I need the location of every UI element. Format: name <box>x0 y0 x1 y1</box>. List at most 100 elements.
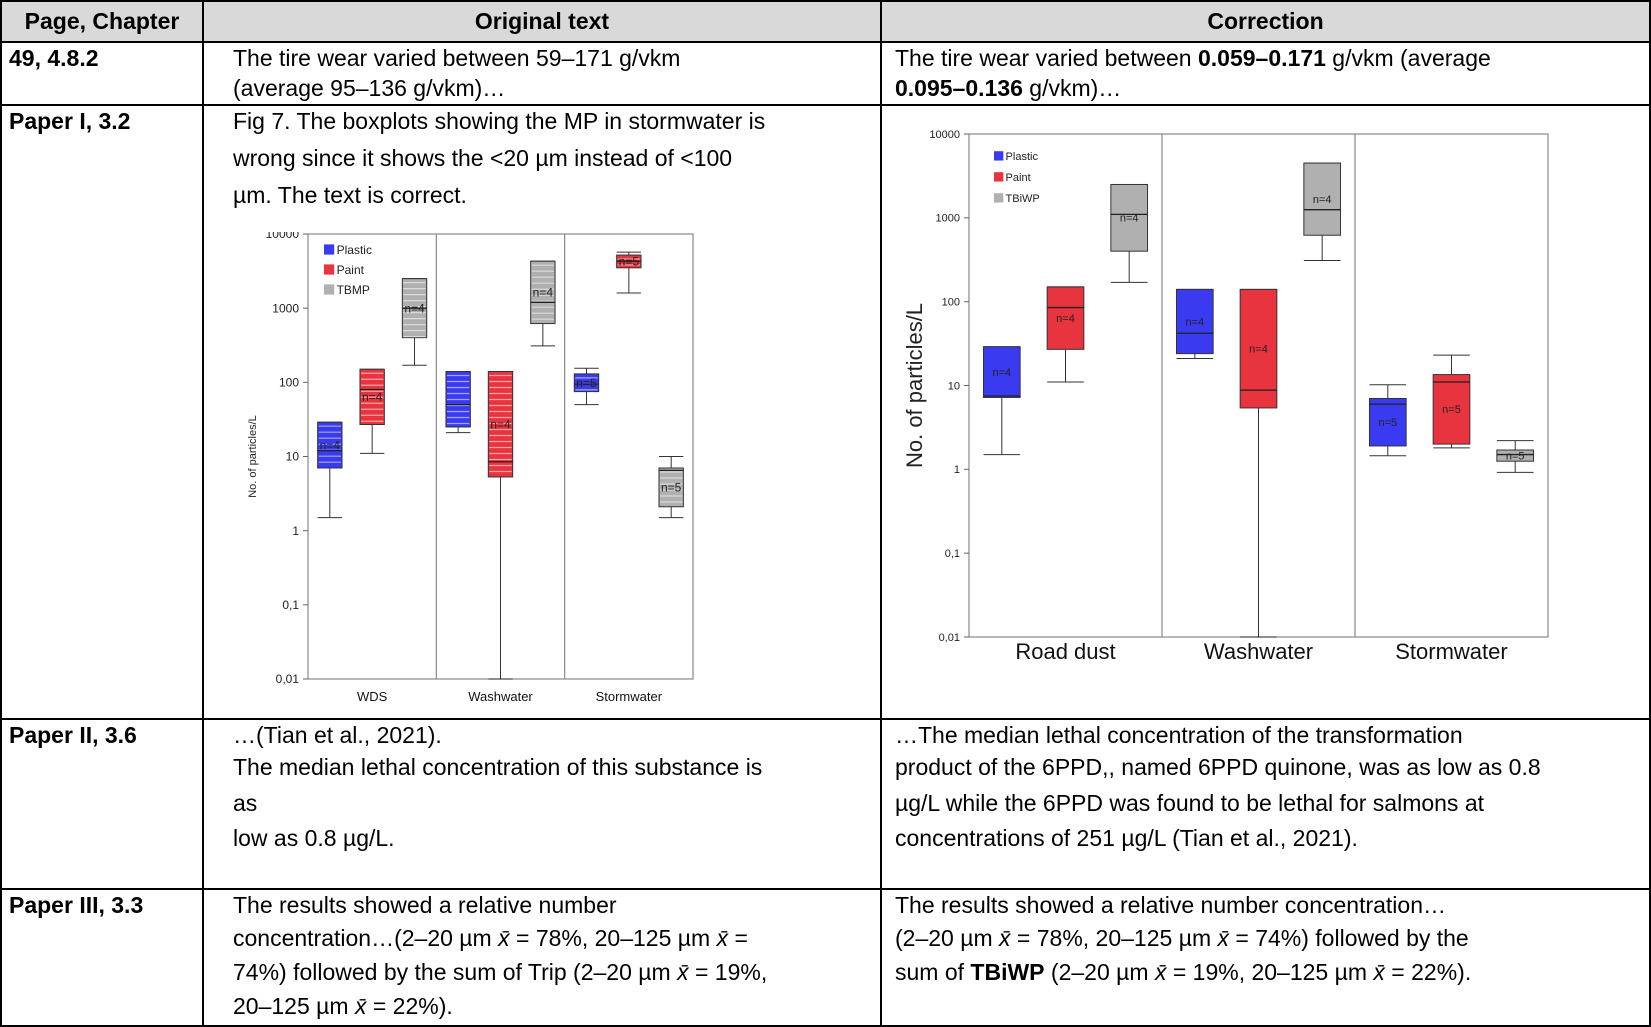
y-tick-label: 10 <box>286 450 300 464</box>
original-text-line: µm. The text is correct. <box>233 182 467 208</box>
correction-text-line: The tire wear varied between 0.059–0.171… <box>895 43 1491 73</box>
original-text-line: concentration…(2–20 µm x̄ = 78%, 20–125 … <box>233 923 748 953</box>
legend-swatch <box>324 244 335 255</box>
mean-symbol: x̄ <box>716 925 729 951</box>
row-divider <box>0 888 1651 890</box>
column-divider <box>202 0 204 1027</box>
original-text-line: The median lethal concentration of this … <box>233 754 763 780</box>
legend-label: Paint <box>1006 172 1031 184</box>
correction-text-line: product of the 6PPD,, named 6PPD quinone… <box>895 754 1541 780</box>
legend-label: Plastic <box>1006 151 1039 163</box>
table-border-right <box>1649 0 1651 1027</box>
group-label: Washwater <box>468 689 533 704</box>
n-label: n=4 <box>1120 213 1139 225</box>
legend-label: TBiWP <box>1006 193 1040 205</box>
y-tick-label: 100 <box>279 376 299 390</box>
text-run: g/vkm)… <box>1022 75 1122 101</box>
y-tick-label: 0,1 <box>282 598 299 612</box>
box-plastic <box>982 346 1021 398</box>
n-label: n=4 <box>1249 344 1268 356</box>
bold-value: 0.095–0.136 <box>895 75 1023 101</box>
box-tbiwp <box>1496 449 1535 462</box>
mean-symbol: x̄ <box>354 993 367 1019</box>
mean-symbol: x̄ <box>498 925 510 951</box>
mean-symbol: x̄ <box>1217 925 1230 951</box>
n-label: n=4 <box>1056 313 1075 325</box>
header-page-chapter: Page, Chapter <box>24 8 180 34</box>
y-tick-label: 0,01 <box>276 672 300 686</box>
text-run: 74%) followed by the sum of Trip (2–20 µ… <box>233 959 678 985</box>
correction-text-line: concentrations of 251 µg/L (Tian et al.,… <box>895 825 1358 851</box>
n-label: n=4 <box>1313 194 1332 206</box>
original-text-line: …(Tian et al., 2021). <box>233 722 442 748</box>
group-label: Stormwater <box>1395 639 1507 664</box>
n-label: n=4 <box>533 286 554 300</box>
y-axis-label: No. of particles/L <box>902 303 927 468</box>
y-tick-label: 10000 <box>929 129 960 141</box>
legend-swatch <box>994 193 1004 203</box>
box-plastic <box>317 421 343 469</box>
text-run: = 19%, <box>688 959 768 985</box>
y-tick-label: 100 <box>942 297 960 309</box>
box-paint <box>1046 286 1085 350</box>
table-border-top <box>0 0 1651 2</box>
legend-swatch <box>324 284 335 295</box>
legend-label: Paint <box>337 263 365 277</box>
n-label: n=5 <box>1506 450 1525 462</box>
text-run: concentration…(2–20 µm <box>233 925 499 951</box>
box-plastic <box>1368 397 1407 447</box>
y-axis-label: No. of particles/L <box>247 415 259 498</box>
box-tbiwp <box>1110 183 1149 252</box>
n-label: n=4 <box>490 417 511 431</box>
corrected-boxplot-figure: 10000 1000 100 10 1 0,1 0,01 No. of particles/L… <box>902 129 1549 664</box>
group-label: Road dust <box>1015 639 1115 664</box>
y-tick-label: 10 <box>948 380 960 392</box>
y-tick-label: 10000 <box>266 232 300 241</box>
original-text-line: (average 95–136 g/vkm)… <box>233 75 506 101</box>
text-run: The tire wear varied between <box>895 45 1198 71</box>
n-label: n=5 <box>576 376 597 390</box>
text-run: 20–125 µm <box>233 993 355 1019</box>
group-label: WDS <box>357 689 388 704</box>
legend-swatch <box>994 151 1004 161</box>
header-correction: Correction <box>1207 8 1324 34</box>
text-run: = 22%). <box>1384 959 1472 985</box>
y-tick-label: 1000 <box>936 213 960 225</box>
y-tick-label: 1000 <box>272 301 299 315</box>
row-divider <box>0 41 1651 43</box>
correction-text-line: sum of TBiWP (2–20 µm x̄ = 19%, 20–125 µ… <box>895 957 1471 987</box>
original-text-line: wrong since it shows the <20 µm instead … <box>233 145 733 171</box>
y-tick-label: 1 <box>292 524 299 538</box>
header-row-bg <box>0 0 1651 41</box>
original-text-line: Fig 7. The boxplots showing the MP in st… <box>233 108 766 134</box>
row-chapter-label: Paper II, 3.6 <box>9 722 137 748</box>
n-label: n=5 <box>661 481 682 495</box>
legend-label: TBMP <box>337 283 370 297</box>
text-run: g/vkm (average <box>1325 45 1491 71</box>
box-tbiwp <box>1303 162 1342 236</box>
original-text-line: 74%) followed by the sum of Trip (2–20 µ… <box>233 957 767 987</box>
row-divider <box>0 104 1651 106</box>
n-label: n=5 <box>1378 417 1397 429</box>
text-run: = 78%, 20–125 µm <box>509 925 717 951</box>
group-label: Stormwater <box>596 689 663 704</box>
box-plastic <box>1175 288 1214 355</box>
n-label: n=4 <box>404 301 425 315</box>
mean-symbol: x̄ <box>999 925 1011 951</box>
text-run: = <box>728 925 748 951</box>
table-border-left <box>0 0 2 1027</box>
correction-text-line: 0.095–0.136 g/vkm)… <box>895 73 1121 103</box>
table-border-bottom <box>0 1025 1651 1027</box>
n-label: n=4 <box>320 438 341 452</box>
mean-symbol: x̄ <box>1373 959 1385 985</box>
text-run: = 74%) followed by the <box>1229 925 1469 951</box>
legend-label: Plastic <box>337 243 372 257</box>
bold-term: TBiWP <box>970 959 1045 985</box>
correction-text-line: The results showed a relative number con… <box>895 892 1447 918</box>
n-label: n=4 <box>992 367 1011 379</box>
row-chapter-label: Paper III, 3.3 <box>9 892 144 918</box>
y-tick-label: 0,01 <box>939 632 960 644</box>
n-label: n=4 <box>1185 316 1204 328</box>
text-run: = 19%, 20–125 µm <box>1166 959 1374 985</box>
original-text-line: 20–125 µm x̄ = 22%). <box>233 991 453 1021</box>
